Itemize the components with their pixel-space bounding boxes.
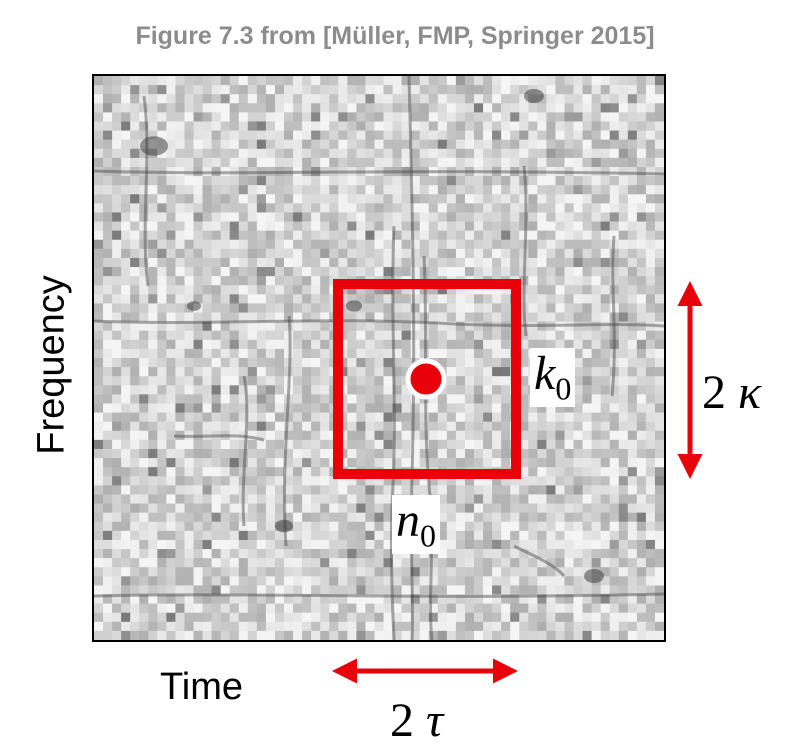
tau-label: 2 τ: [390, 694, 444, 747]
spectrogram-image: [92, 74, 666, 642]
frequency-axis-label: Frequency: [30, 275, 73, 455]
figure-caption: Figure 7.3 from [Müller, FMP, Springer 2…: [135, 22, 655, 50]
n0-label: n0: [392, 495, 440, 554]
k0-label: k0: [530, 348, 576, 407]
kappa-label: 2 κ: [702, 366, 762, 419]
time-axis-label: Time: [160, 666, 244, 708]
spectrogram-canvas: [94, 76, 664, 640]
